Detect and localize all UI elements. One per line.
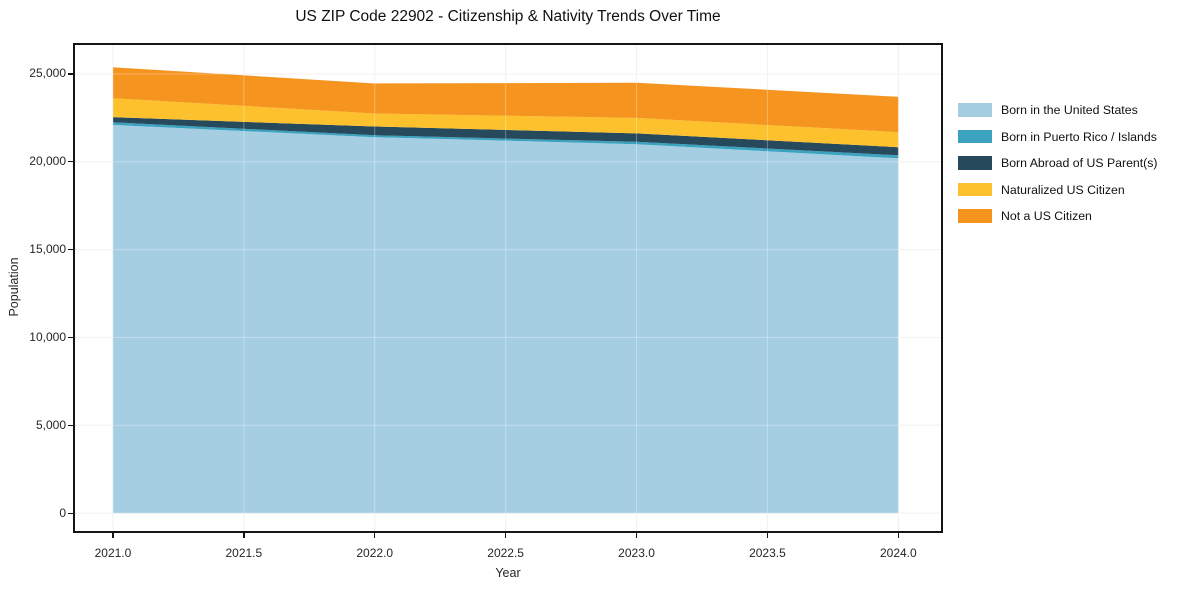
legend-row: Born in the United States [958, 103, 1158, 117]
x-tick-label: 2022.0 [356, 546, 394, 560]
area-series-0 [112, 124, 899, 514]
legend-swatch-3 [958, 182, 992, 197]
x-axis-label: Year [495, 566, 521, 580]
y-tick-mark [68, 249, 73, 251]
legend-label-1: Born in Puerto Rico / Islands [1001, 129, 1157, 144]
area-series-4 [112, 67, 899, 133]
x-tick-mark [635, 533, 638, 538]
legend-swatch-0 [958, 103, 992, 117]
area-series-1 [112, 122, 899, 159]
y-tick-label: 10,000 [29, 329, 66, 344]
stacked-area-plot [75, 45, 941, 531]
y-tick-label: 5,000 [35, 417, 66, 432]
legend-label-2: Born Abroad of US Parent(s) [1001, 156, 1158, 170]
x-tick-label: 2023.0 [618, 546, 655, 560]
y-tick-label: 15,000 [29, 242, 66, 257]
legend-label-0: Born in the United States [1001, 103, 1138, 117]
y-tick-mark [68, 161, 73, 163]
legend-row: Naturalized US Citizen [958, 183, 1158, 197]
x-tick-mark [112, 533, 114, 538]
legend-row: Not a US Citizen [958, 209, 1158, 223]
y-tick-mark [68, 512, 73, 514]
y-tick-mark [68, 424, 73, 426]
y-tick-mark [68, 73, 73, 75]
x-tick-label: 2021.5 [225, 546, 263, 560]
legend-swatch-4 [958, 209, 992, 223]
legend: Born in the United States Born in Puerto … [958, 103, 1158, 236]
area-series-2 [112, 117, 899, 156]
legend-row: Born Abroad of US Parent(s) [958, 156, 1158, 170]
legend-row: Born in Puerto Rico / Islands [958, 130, 1158, 144]
chart-title: US ZIP Code 22902 - Citizenship & Nativi… [295, 8, 721, 25]
legend-swatch-1 [958, 129, 992, 144]
x-tick-mark [505, 533, 507, 538]
x-tick-mark [374, 533, 376, 538]
y-axis-label: Population [7, 257, 21, 317]
x-tick-label: 2022.5 [487, 546, 524, 560]
y-tick-label: 20,000 [29, 154, 66, 169]
x-tick-label: 2024.0 [879, 546, 917, 560]
x-tick-mark [766, 533, 769, 538]
area-series-3 [112, 98, 899, 148]
legend-swatch-2 [958, 156, 992, 170]
legend-label-3: Naturalized US Citizen [1001, 182, 1125, 197]
y-tick-mark [68, 336, 73, 339]
x-tick-mark [243, 533, 245, 538]
x-tick-label: 2021.0 [94, 546, 132, 560]
y-tick-label: 0 [59, 505, 66, 520]
y-tick-label: 25,000 [29, 66, 66, 81]
legend-label-4: Not a US Citizen [1001, 209, 1092, 223]
plot-area [73, 43, 943, 533]
x-tick-label: 2023.5 [749, 546, 786, 560]
x-tick-mark [897, 533, 900, 538]
